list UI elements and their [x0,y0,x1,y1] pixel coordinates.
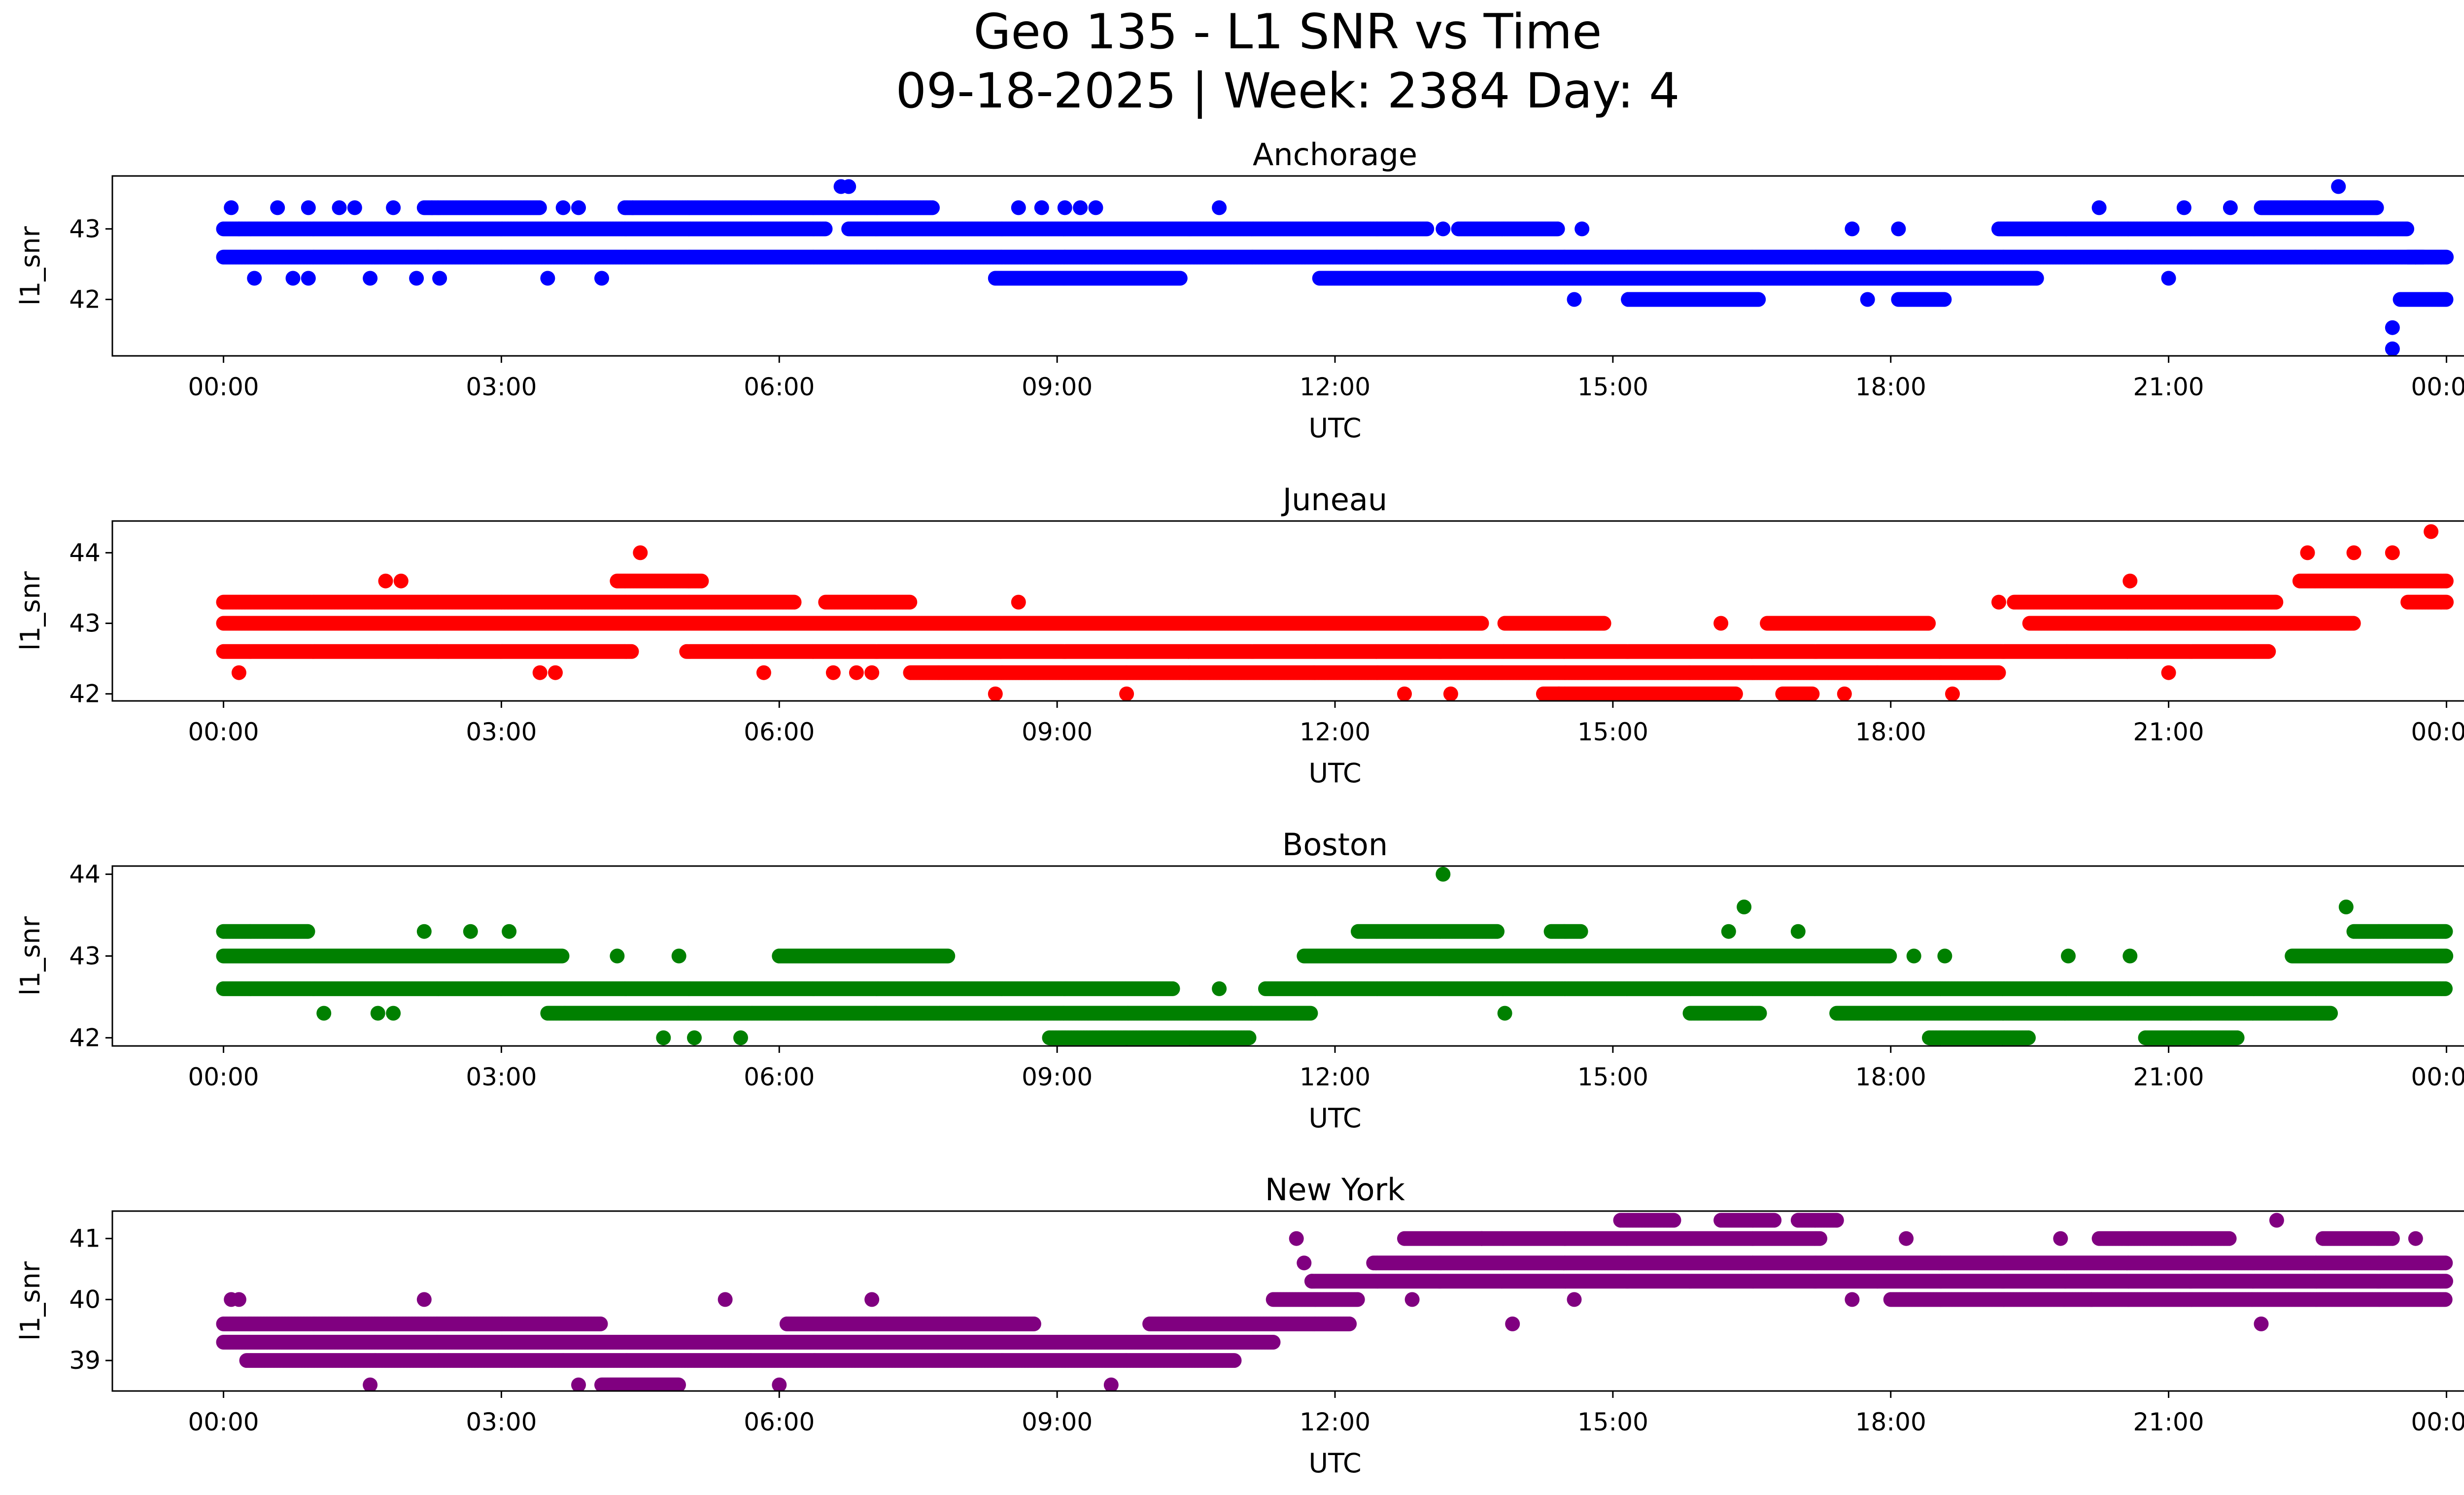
data-point [301,271,316,286]
y-axis-label: l1_snr [15,226,46,306]
data-point [2399,221,2414,237]
x-axis-label: UTC [1308,413,1361,444]
data-point [332,200,347,215]
data-point [1891,221,1906,237]
figure-title-line2: 09-18-2025 | Week: 2384 Day: 4 [896,63,1680,119]
data-point [347,200,362,215]
data-point [2431,292,2446,307]
data-point [532,200,547,215]
x-tick-label: 06:00 [744,373,815,401]
x-tick-label: 09:00 [1022,373,1093,401]
data-point [1550,221,1565,237]
data-point [1212,200,1227,215]
data-point [1860,292,1875,307]
data-point [301,200,316,215]
chart-panel-anchorage: Anchorage UTC l1_snr 00:00 03:00 06:00 09:0… [15,137,2464,444]
data-point [2408,249,2423,265]
panel-title: Juneau [1281,482,1387,518]
data-point [424,200,440,215]
data-point [2331,179,2346,194]
data-point [386,200,401,215]
data-point [2385,341,2400,356]
data-point [1621,292,1636,307]
data-point [224,200,239,215]
panel-title: Anchorage [1253,137,1417,173]
data-point [2176,200,2191,215]
data-point [1172,271,1188,286]
data-point [1436,221,1451,237]
data-point [285,271,301,286]
chart-panel-juneau: Juneau UTC l1_snr 00:00 03:00 06:00 09:00 12… [15,482,2464,789]
data-point [1088,200,1103,215]
data-point [841,179,856,194]
x-tick-label: 03:00 [466,373,537,401]
data-point [1011,200,1026,215]
data-point [2369,200,2384,215]
figure-title-line1: Geo 135 - L1 SNR vs Time [974,4,1602,60]
data-point [625,200,640,215]
data-point [247,271,262,286]
x-axis-label: UTC [1308,758,1361,789]
data-point [2268,594,2284,610]
data-point [1419,221,1435,237]
x-tick-label: 00:00 [2411,373,2464,401]
x-tick-label: 15:00 [1577,373,1648,401]
data-point [2385,320,2400,335]
data-point [1937,292,1952,307]
x-tick-label: 18:00 [1855,373,1926,401]
data-point [787,594,802,610]
data-point [902,594,918,610]
y-tick-label: 43 [69,214,101,243]
data-point [409,271,424,286]
data-point [432,271,447,286]
data-point [2439,249,2454,265]
data-marks [216,179,2454,356]
data-point [270,200,285,215]
data-point [1574,221,1590,237]
data-point [1057,200,1072,215]
data-point [2223,200,2238,215]
data-point [1567,292,1582,307]
data-point [2439,594,2454,610]
x-tick-label: 12:00 [1300,373,1370,401]
y-axis-label: l1_snr [15,571,46,651]
x-tick-label: 21:00 [2133,373,2204,401]
y-tick-label: 42 [69,285,101,313]
data-point [925,200,940,215]
data-point [2161,271,2176,286]
data-point [1751,292,1766,307]
data-point [818,221,833,237]
data-point [2029,271,2044,286]
x-tick-label: 00:00 [188,373,259,401]
data-point [2091,200,2107,215]
data-point [1034,200,1049,215]
data-point [571,200,586,215]
data-point [594,271,609,286]
data-point [555,200,571,215]
data-point [540,271,555,286]
data-point [1073,200,1088,215]
data-point [363,271,378,286]
data-point [1845,221,1860,237]
data-marks [216,524,2454,701]
data-point [231,221,246,237]
